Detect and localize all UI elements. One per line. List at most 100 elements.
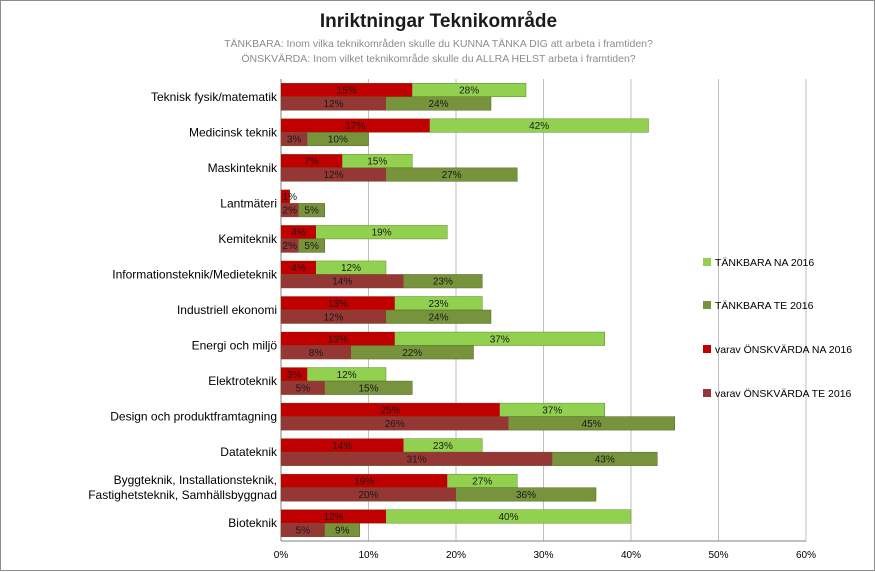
data-label-tankbara-te: 23% bbox=[433, 277, 453, 288]
x-tick-label: 60% bbox=[796, 550, 816, 561]
x-tick-label: 30% bbox=[533, 550, 553, 561]
data-label-tankbara-na: 37% bbox=[490, 334, 510, 345]
x-tick-label: 50% bbox=[708, 550, 728, 561]
bar-onskvarda-na bbox=[281, 403, 500, 417]
data-label-tankbara-na: 15% bbox=[367, 157, 387, 168]
data-label-onskvarda-na: 17% bbox=[345, 121, 365, 132]
data-label-tankbara-na: 12% bbox=[341, 263, 361, 274]
data-label-onskvarda-te: 12% bbox=[323, 170, 343, 181]
bar-onskvarda-te bbox=[281, 487, 456, 502]
data-label-onskvarda-te: 3% bbox=[287, 135, 302, 146]
legend-label: varav ÖNSKVÄRDA NA 2016 bbox=[715, 344, 852, 356]
bar-onskvarda-te bbox=[281, 310, 386, 324]
bar-onskvarda-na bbox=[281, 189, 290, 204]
data-label-onskvarda-te: 2% bbox=[283, 241, 298, 252]
bar-onskvarda-na bbox=[281, 367, 308, 382]
bar-onskvarda-te bbox=[281, 132, 308, 146]
data-label-onskvarda-na: 13% bbox=[328, 334, 348, 345]
category-label: Datateknik bbox=[220, 445, 278, 459]
bar-onskvarda-na bbox=[281, 225, 316, 239]
data-label-onskvarda-te: 14% bbox=[332, 277, 352, 288]
data-label-tankbara-te: 9% bbox=[335, 525, 350, 536]
data-label-onskvarda-na: 4% bbox=[291, 263, 306, 274]
data-label-tankbara-na: 37% bbox=[542, 405, 562, 416]
data-label-tankbara-te: 45% bbox=[582, 419, 602, 430]
data-label-onskvarda-na: 4% bbox=[291, 228, 306, 239]
data-label-onskvarda-na: 13% bbox=[328, 299, 348, 310]
data-label-tankbara-na: 42% bbox=[529, 121, 549, 132]
data-label-tankbara-na: 12% bbox=[337, 370, 357, 381]
bar-onskvarda-te bbox=[281, 167, 386, 182]
bar-onskvarda-na bbox=[281, 118, 430, 133]
data-label-tankbara-te: 36% bbox=[516, 490, 536, 501]
category-label: Bioteknik bbox=[228, 516, 278, 530]
bar-onskvarda-na bbox=[281, 332, 395, 346]
chart-subtitle-onskvarda: ÖNSKVÄRDA: Inom vilket teknikområde skul… bbox=[241, 53, 636, 65]
data-label-onskvarda-te: 8% bbox=[309, 348, 324, 359]
data-label-onskvarda-na: 14% bbox=[332, 441, 352, 452]
bar-onskvarda-te bbox=[281, 452, 553, 466]
data-label-onskvarda-te: 20% bbox=[358, 490, 378, 501]
data-label-onskvarda-te: 12% bbox=[323, 99, 343, 110]
data-label-tankbara-na: 27% bbox=[472, 476, 492, 487]
category-label: Kemiteknik bbox=[218, 232, 278, 246]
bar-onskvarda-te bbox=[281, 416, 509, 431]
bar-onskvarda-na bbox=[281, 260, 316, 275]
legend-label: TÄNKBARA TE 2016 bbox=[715, 300, 814, 312]
data-label-tankbara-te: 27% bbox=[442, 170, 462, 181]
data-label-onskvarda-na: 3% bbox=[287, 370, 302, 381]
category-label: Industriell ekonomi bbox=[177, 303, 277, 317]
category-label: Fastighetsteknik, Samhällsbyggnad bbox=[88, 488, 277, 502]
bar-onskvarda-te bbox=[281, 203, 299, 217]
data-label-tankbara-te: 24% bbox=[428, 99, 448, 110]
category-label: Maskinteknik bbox=[208, 161, 278, 175]
data-label-onskvarda-na: 15% bbox=[337, 86, 357, 97]
bar-onskvarda-te bbox=[281, 96, 386, 111]
data-label-tankbara-te: 22% bbox=[402, 348, 422, 359]
data-label-onskvarda-te: 2% bbox=[283, 206, 298, 217]
data-label-tankbara-te: 24% bbox=[428, 312, 448, 323]
category-label: Design och produktframtagning bbox=[110, 410, 277, 424]
data-label-onskvarda-na: 19% bbox=[354, 476, 374, 487]
bar-onskvarda-te bbox=[281, 381, 325, 395]
data-label-tankbara-na: 40% bbox=[498, 512, 518, 523]
bar-onskvarda-te bbox=[281, 274, 404, 288]
category-label: Energi och miljö bbox=[192, 339, 278, 353]
category-label: Elektroteknik bbox=[208, 374, 278, 388]
chart-title: Inriktningar Teknikområde bbox=[319, 11, 558, 32]
legend-label: varav ÖNSKVÄRDA TE 2016 bbox=[715, 388, 852, 400]
data-label-onskvarda-te: 5% bbox=[296, 383, 311, 394]
x-tick-label: 0% bbox=[274, 550, 289, 561]
data-label-tankbara-na: 23% bbox=[428, 299, 448, 310]
data-label-onskvarda-te: 26% bbox=[385, 419, 405, 430]
data-label-onskvarda-na: 12% bbox=[323, 512, 343, 523]
chart-subtitle-tankbara: TÄNKBARA: Inom vilka teknikområden skull… bbox=[224, 38, 653, 50]
bar-onskvarda-na bbox=[281, 509, 386, 524]
bar-onskvarda-na bbox=[281, 296, 395, 310]
bar-onskvarda-na bbox=[281, 438, 404, 453]
data-label-onskvarda-na: 25% bbox=[380, 405, 400, 416]
x-tick-label: 10% bbox=[358, 550, 378, 561]
category-label: Medicinsk teknik bbox=[189, 125, 278, 139]
data-label-onskvarda-te: 5% bbox=[296, 525, 311, 536]
category-label: Teknisk fysik/matematik bbox=[151, 90, 278, 104]
data-label-tankbara-na: 23% bbox=[433, 441, 453, 452]
category-label: Lantmäteri bbox=[220, 196, 277, 210]
data-label-onskvarda-na: 7% bbox=[304, 157, 319, 168]
data-label-tankbara-na: 19% bbox=[372, 228, 392, 239]
data-label-tankbara-te: 5% bbox=[304, 206, 319, 217]
bar-onskvarda-na bbox=[281, 474, 448, 488]
data-label-tankbara-na: 1% bbox=[283, 192, 298, 203]
bar-onskvarda-na bbox=[281, 83, 413, 97]
category-label: Byggteknik, Installationsteknik, bbox=[114, 473, 277, 487]
data-label-tankbara-te: 5% bbox=[304, 241, 319, 252]
bar-onskvarda-te bbox=[281, 238, 299, 253]
data-label-onskvarda-te: 31% bbox=[407, 454, 427, 465]
legend-swatch bbox=[703, 389, 711, 397]
legend-swatch bbox=[703, 345, 711, 353]
legend-swatch bbox=[703, 258, 711, 266]
x-tick-label: 40% bbox=[621, 550, 641, 561]
x-tick-label: 20% bbox=[446, 550, 466, 561]
data-label-onskvarda-te: 12% bbox=[323, 312, 343, 323]
data-label-tankbara-te: 15% bbox=[358, 383, 378, 394]
